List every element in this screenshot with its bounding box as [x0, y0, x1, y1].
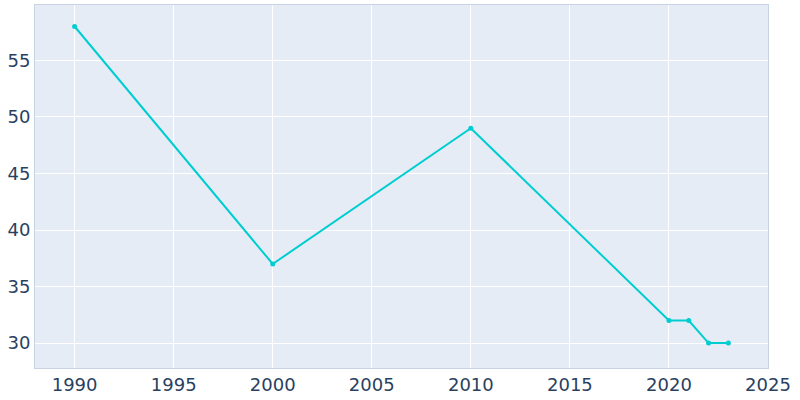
- svg-text:2000: 2000: [250, 374, 296, 395]
- svg-text:55: 55: [7, 50, 30, 71]
- svg-text:35: 35: [7, 276, 30, 297]
- svg-text:40: 40: [7, 219, 30, 240]
- svg-text:50: 50: [7, 106, 30, 127]
- svg-text:1990: 1990: [52, 374, 98, 395]
- svg-text:30: 30: [7, 332, 30, 353]
- svg-text:2025: 2025: [745, 374, 791, 395]
- svg-text:45: 45: [7, 163, 30, 184]
- svg-text:2010: 2010: [448, 374, 494, 395]
- svg-text:2005: 2005: [349, 374, 395, 395]
- svg-text:2020: 2020: [646, 374, 692, 395]
- svg-text:1995: 1995: [151, 374, 197, 395]
- svg-text:2015: 2015: [547, 374, 593, 395]
